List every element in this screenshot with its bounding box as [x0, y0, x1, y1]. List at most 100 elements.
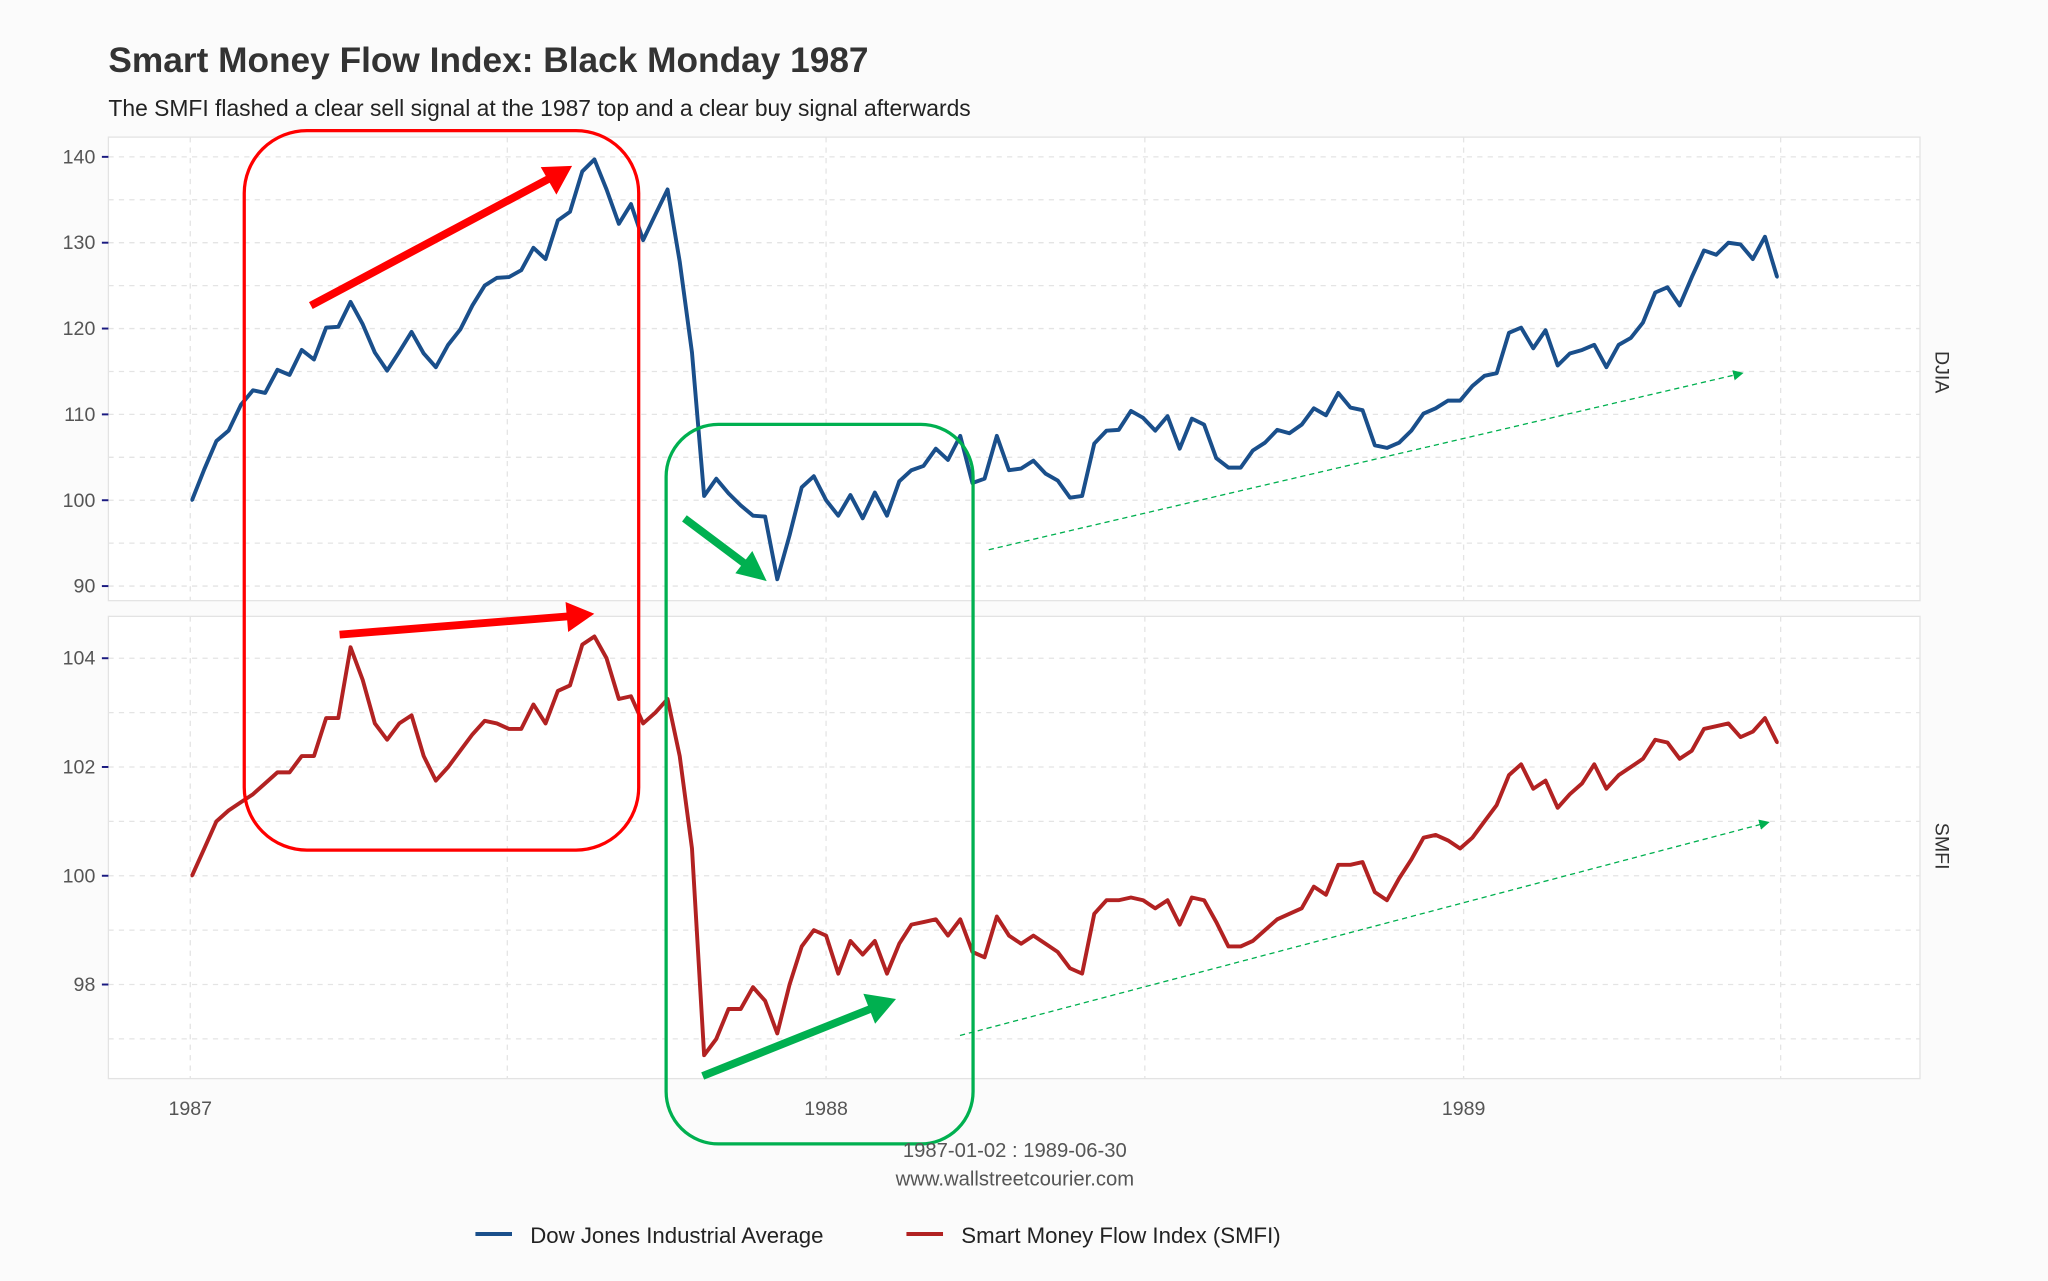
smfi-point: [934, 917, 938, 921]
smfi-point: [1482, 819, 1487, 823]
djia-point: [1446, 399, 1450, 403]
smfi-point: [885, 972, 889, 976]
smfi-point: [312, 754, 316, 758]
djia-point: [1275, 428, 1279, 432]
smfi-point: [1348, 863, 1352, 867]
smfi-point: [1019, 942, 1023, 946]
djia-point: [544, 257, 548, 261]
djia-point: [300, 348, 304, 352]
djia-point: [836, 514, 840, 518]
djia-point: [1300, 423, 1304, 427]
y-tick-label: 100: [63, 490, 96, 512]
y-tick-label: 120: [63, 318, 96, 340]
smfi-point: [653, 711, 657, 715]
strip-label-smfi: SMFI: [1931, 823, 1953, 870]
djia-point: [1507, 331, 1511, 335]
djia-point: [629, 202, 633, 206]
djia-point: [1470, 384, 1474, 388]
smfi-point: [1080, 972, 1084, 976]
djia-point: [275, 368, 279, 372]
djia-point: [348, 300, 353, 304]
smfi-point: [1409, 857, 1413, 862]
green-arrow-smfi: [701, 993, 896, 1080]
smfi-point: [1495, 803, 1499, 807]
smfi-point: [1726, 721, 1730, 726]
smfi-point: [1556, 806, 1560, 810]
smfi-point: [336, 716, 340, 720]
smfi-point: [1117, 898, 1121, 902]
djia-point: [1019, 466, 1023, 471]
djia-point: [1129, 409, 1133, 413]
djia-point: [1385, 446, 1389, 450]
smfi-point: [1507, 773, 1511, 777]
smfi-point: [300, 754, 304, 758]
djia-point: [1678, 303, 1682, 307]
y-tick-label: 100: [63, 865, 96, 887]
djia-point: [519, 268, 523, 272]
djia-point: [409, 330, 414, 334]
djia-point: [1361, 408, 1365, 412]
djia-point: [214, 439, 218, 443]
smfi-point: [1300, 906, 1304, 910]
djia-point: [605, 187, 609, 192]
smfi-point: [373, 721, 377, 726]
x-tick-label: 1989: [1442, 1098, 1486, 1120]
smfi-point: [1226, 944, 1231, 949]
djia-point: [714, 477, 718, 481]
djia-point: [1190, 417, 1194, 421]
djia-point: [1739, 242, 1743, 246]
smfi-point: [470, 732, 475, 736]
djia-point: [1043, 472, 1048, 476]
djia-point: [458, 327, 462, 331]
smfi-point: [190, 874, 194, 878]
smfi-point: [1275, 917, 1279, 921]
smfi-point: [1751, 730, 1755, 734]
djia-point: [1714, 253, 1718, 257]
smfi-point: [397, 721, 401, 726]
smfi-point: [739, 1007, 743, 1011]
smfi-point: [1446, 838, 1450, 842]
smfi-point: [812, 928, 816, 932]
smfi-point: [897, 942, 901, 946]
smfi-point: [592, 634, 596, 639]
smfi-point: [348, 645, 353, 649]
trend-arrow-smfi: [959, 819, 1770, 1037]
djia-point: [373, 351, 377, 355]
smfi-point: [751, 985, 755, 989]
djia-point: [422, 351, 426, 356]
smfi-point: [1434, 833, 1438, 837]
smfi-point: [800, 944, 804, 949]
djia-point: [1690, 275, 1694, 279]
djia-point: [361, 322, 365, 326]
smfi-point: [1678, 757, 1682, 761]
smfi-point: [1775, 740, 1779, 745]
djia-point: [702, 494, 706, 498]
djia-point: [1104, 429, 1109, 433]
djia-point: [483, 284, 487, 288]
smfi-point: [909, 923, 913, 927]
y-tick-label: 104: [63, 648, 96, 670]
smfi-point: [1592, 762, 1596, 766]
smfi-point: [361, 678, 365, 682]
djia-point: [1068, 496, 1072, 500]
djia-point: [1007, 468, 1011, 472]
djia-point: [1397, 441, 1401, 445]
djia-point: [1482, 374, 1487, 378]
djia-point: [1239, 466, 1243, 470]
smfi-point: [1568, 792, 1572, 796]
smfi-point: [1263, 928, 1267, 932]
smfi-point: [1031, 934, 1035, 938]
djia-point: [1421, 411, 1426, 416]
djia-point: [922, 464, 926, 468]
djia-point: [1165, 414, 1170, 418]
djia-point: [897, 479, 901, 483]
chart-subtitle: The SMFI flashed a clear sell signal at …: [108, 95, 970, 121]
x-tick-label: 1988: [804, 1098, 848, 1120]
smfi-point: [568, 683, 572, 687]
smfi-point: [702, 1053, 706, 1057]
smfi-point: [1007, 934, 1011, 938]
djia-point: [1056, 478, 1060, 483]
djia-point: [1263, 441, 1267, 445]
smfi-point: [275, 770, 279, 774]
djia-point: [1373, 443, 1377, 447]
